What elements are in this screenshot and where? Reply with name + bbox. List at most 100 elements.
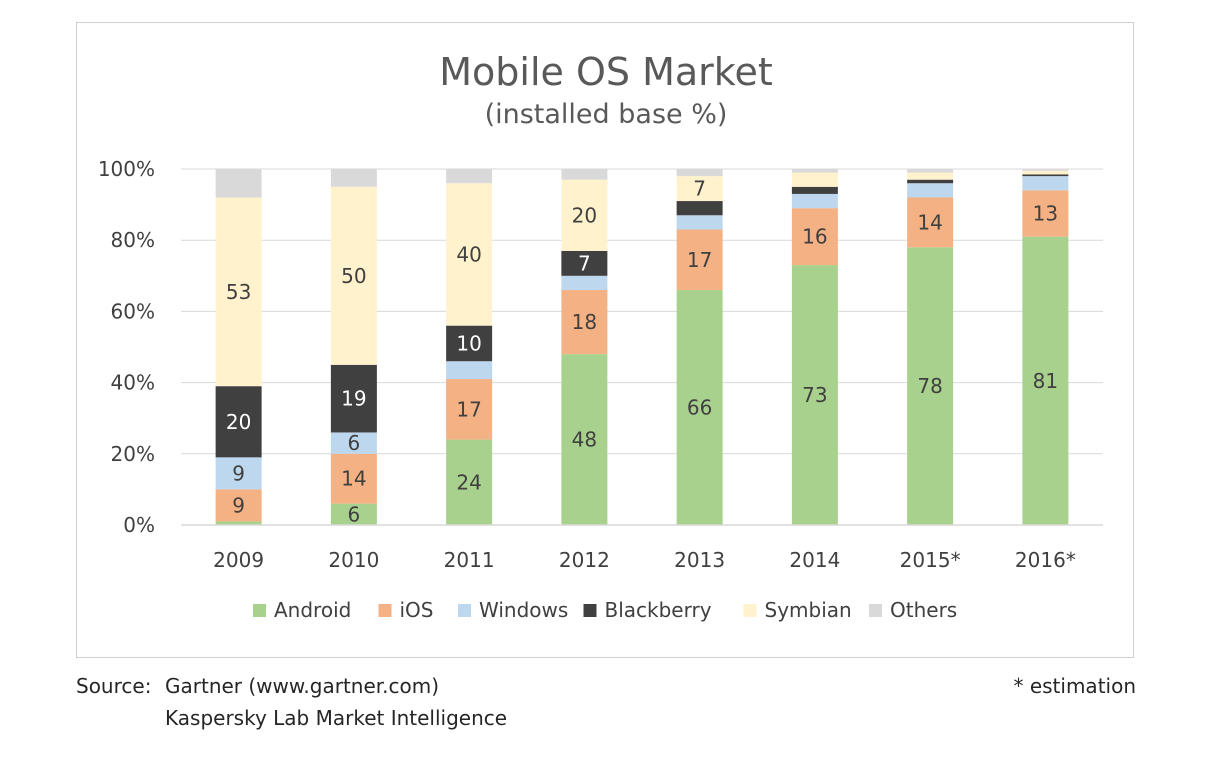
bar-segment-symbian [215,197,262,387]
bar-segment-android [907,247,954,525]
bar-segment-symbian [330,186,377,365]
legend-swatch-windows [458,604,471,617]
data-label: 14 [341,467,366,491]
legend-swatch-others [869,604,882,617]
data-label: 7 [578,251,591,275]
bar-segment-others [215,169,262,198]
bar-segment-windows [561,275,608,291]
bar-segment-others [330,169,377,187]
legend-swatch-ios [378,604,392,617]
legend: Android iOS Windows Blackberry Symbian Others [253,598,957,622]
data-label: 14 [917,210,942,234]
y-tick-label: 100% [98,157,155,181]
bar-segment-symbian [561,179,608,251]
legend-label: Symbian [765,598,852,622]
bar-segment-android [561,354,608,525]
bar-segment-others [446,169,493,184]
x-tick-label: 2013 [674,548,725,572]
y-tick-label: 0% [123,513,155,537]
bar-segment-windows [907,183,954,198]
data-label: 17 [456,397,481,421]
data-label: 24 [456,470,481,494]
bar-segment-android [446,439,493,525]
bar-segment-ios [561,290,608,355]
bar-segment-blackberry [791,186,838,194]
x-tick-label: 2009 [213,548,264,572]
bar-segment-ios [1022,190,1069,237]
x-tick-label: 2014 [789,548,840,572]
bar-segment-blackberry [561,250,608,276]
bar-segment-windows [330,432,377,454]
x-tick-label: 2016* [1015,548,1076,572]
bar-segment-others [791,169,838,173]
y-tick-label: 60% [111,299,155,323]
bar-segment-windows [215,457,262,490]
data-label: 19 [341,387,366,411]
data-label: 16 [802,225,827,249]
bar-segment-ios [907,197,954,248]
estimation-note: * estimation [1013,674,1136,698]
source-line-1: Gartner (www.gartner.com) [165,674,440,698]
legend-label: Android [274,598,351,622]
data-label: 17 [687,248,712,272]
source-label: Source: [76,674,152,698]
bar-segment-symbian [446,183,493,326]
data-label: 7 [693,177,706,201]
bar-segment-others [561,169,608,180]
chart-frame: 9 9 20 53 6 14 6 19 50 24 17 10 40 48 18 7 20 66 17 7 73 16 78… [76,22,1134,658]
y-tick-label: 80% [111,228,155,252]
legend-label: iOS [400,598,434,622]
data-label: 18 [572,310,597,334]
bar-segment-blackberry [1022,174,1069,177]
bar-segment-android [791,265,838,525]
legend-label: Blackberry [605,598,712,622]
data-labels: 9 9 20 53 6 14 6 19 50 24 17 10 40 48 18 7 20 66 17 7 73 16 78… [226,177,1058,527]
y-tick-label: 40% [111,371,155,395]
bar-segment-others [676,169,723,177]
data-label: 48 [572,428,597,452]
bar-segment-ios [676,229,723,291]
data-label: 20 [226,410,251,434]
bar-segment-windows [791,193,838,209]
bar-segment-ios [446,379,493,440]
data-label: 78 [917,374,942,398]
x-tick-label: 2012 [559,548,610,572]
legend-swatch-symbian [743,604,757,617]
bar-segment-blackberry [215,386,262,458]
bar-segment-android [330,503,377,525]
x-tick-label: 2010 [328,548,379,572]
bar-segment-others [907,169,954,173]
data-label: 40 [456,242,481,266]
data-label: 13 [1033,202,1058,226]
data-label: 73 [802,383,827,407]
bar-segment-ios [215,489,262,522]
bars [215,169,1069,525]
bar-segment-symbian [676,176,723,202]
legend-label: Others [890,598,957,622]
y-tick-label: 20% [111,442,155,466]
legend-swatch-android [253,604,266,617]
chart-subtitle: (installed base %) [485,99,728,130]
bar-segment-blackberry [446,325,493,362]
stacked-bar-chart: 9 9 20 53 6 14 6 19 50 24 17 10 40 48 18 7 20 66 17 7 73 16 78… [98,50,1103,622]
axes: 0%20%40%60%80%100%2009 2010 2011 2012 2013 20… [98,157,1103,572]
gridlines [181,168,1103,526]
data-label: 50 [341,264,366,288]
x-tick-label: 2015* [900,548,961,572]
data-label: 53 [226,280,251,304]
data-label: 9 [232,461,245,485]
bar-segment-windows [1022,176,1069,191]
data-label: 9 [232,493,245,517]
bar-segment-android [215,521,262,525]
chart-title: Mobile OS Market [439,50,772,94]
data-label: 10 [456,331,481,355]
legend-swatch-blackberry [583,604,597,617]
data-label: 81 [1033,369,1058,393]
data-label: 20 [572,203,597,227]
bar-segment-blackberry [676,201,723,216]
bar-segment-others [1022,169,1069,171]
bar-segment-ios [791,208,838,266]
bar-segment-blackberry [907,179,954,184]
bar-segment-symbian [791,172,838,187]
bar-segment-ios [330,453,377,504]
